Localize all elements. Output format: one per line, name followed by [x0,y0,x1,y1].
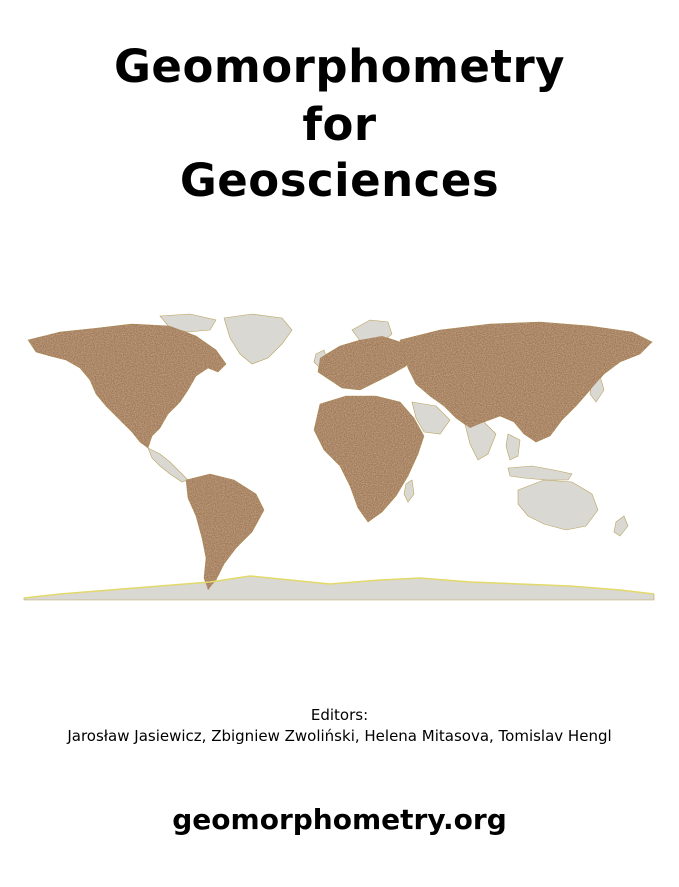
world-map-icon [20,310,660,605]
landmass-antarctica [23,575,655,601]
landmass-indonesia [507,465,573,481]
title-line: Geosciences [179,154,500,207]
landmass-madagascar [403,479,415,503]
title-line: for [302,98,377,151]
landmass-southeast-asia [505,433,521,461]
editors-names: Jarosław Jasiewicz, Zbigniew Zwoliński, … [67,727,612,745]
title-line: Geomorphometry [114,40,565,93]
landmass-greenland [223,313,293,365]
editors-label: Editors: [310,706,369,724]
landmass-new-zealand [613,515,629,537]
website-url: geomorphometry.org [172,803,507,836]
landmass-arabia [411,401,451,435]
landmass-central-america [147,447,189,483]
